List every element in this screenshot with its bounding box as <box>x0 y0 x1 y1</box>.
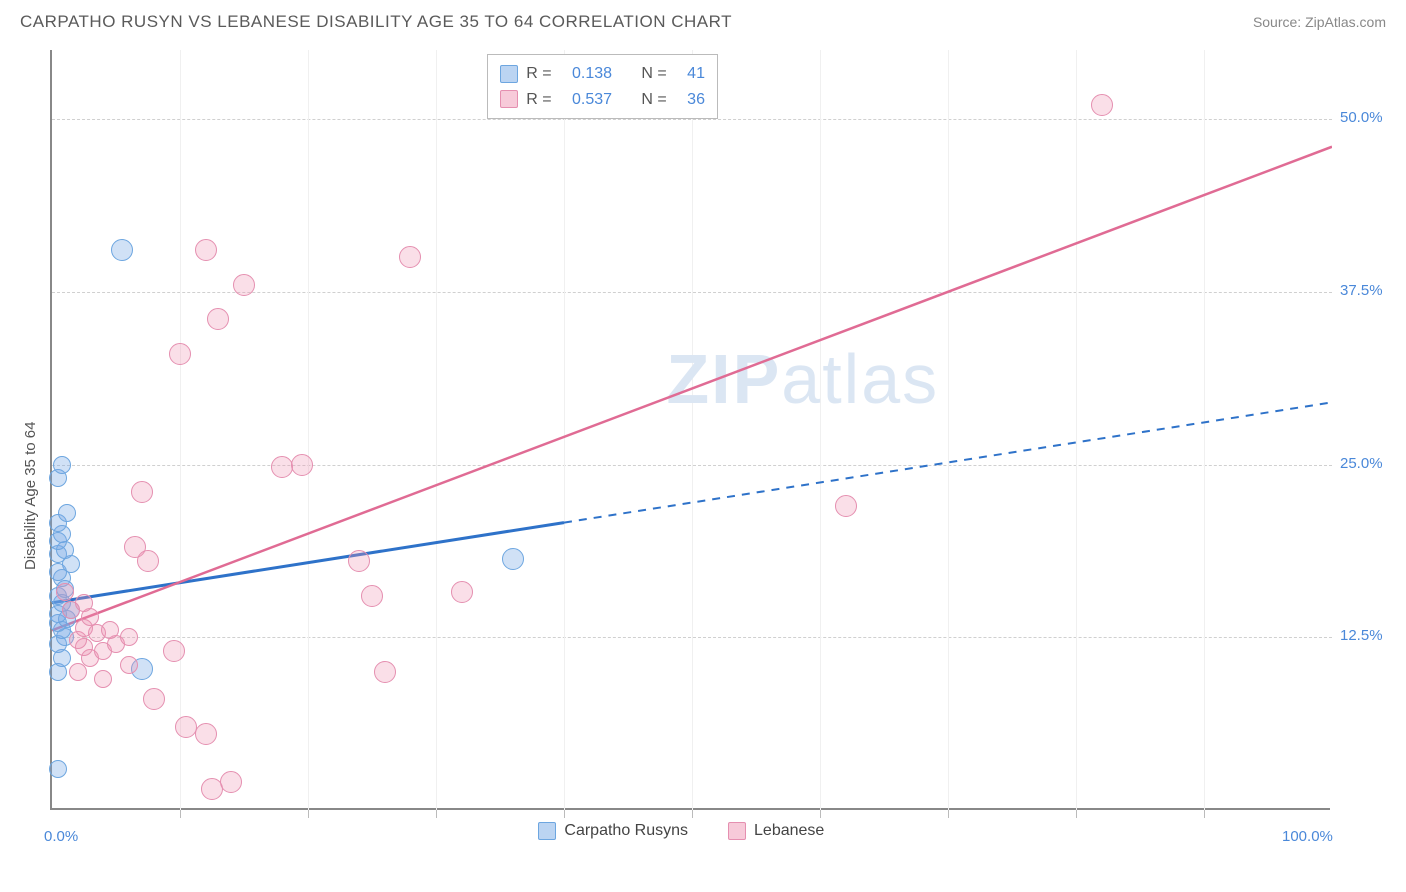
chart-area: Disability Age 35 to 64 12.5%25.0%37.5%5… <box>50 50 1386 850</box>
data-point-blue <box>58 504 76 522</box>
data-point-pink <box>195 239 217 261</box>
gridline-v <box>948 50 949 810</box>
data-point-pink <box>75 594 93 612</box>
legend-label: Carpatho Rusyns <box>564 822 688 840</box>
data-point-pink <box>120 628 138 646</box>
data-point-pink <box>348 550 370 572</box>
series-legend: Carpatho Rusyns Lebanese <box>538 822 824 840</box>
data-point-pink <box>451 581 473 603</box>
legend-item-blue: Carpatho Rusyns <box>538 822 688 840</box>
data-point-pink <box>835 495 857 517</box>
data-point-pink <box>137 550 159 572</box>
data-point-pink <box>69 663 87 681</box>
data-point-pink <box>101 621 119 639</box>
data-point-pink <box>94 670 112 688</box>
xtick-minor <box>564 810 565 818</box>
xtick-minor <box>948 810 949 818</box>
data-point-pink <box>1091 94 1113 116</box>
gridline-v <box>1204 50 1205 810</box>
gridline-v <box>1076 50 1077 810</box>
data-point-pink <box>207 308 229 330</box>
stats-row-pink: R = 0.537 N = 36 <box>500 87 705 113</box>
data-point-blue <box>49 760 67 778</box>
r-label: R = <box>526 61 551 87</box>
data-point-pink <box>56 583 74 601</box>
data-point-pink <box>374 661 396 683</box>
xtick-minor <box>820 810 821 818</box>
data-point-pink <box>361 585 383 607</box>
r-value: 0.138 <box>572 61 612 87</box>
xtick-minor <box>692 810 693 818</box>
watermark: ZIPatlas <box>666 339 939 419</box>
ytick-label: 25.0% <box>1340 455 1383 472</box>
legend-item-pink: Lebanese <box>728 822 824 840</box>
y-axis-label: Disability Age 35 to 64 <box>22 422 39 570</box>
swatch-pink <box>728 822 746 840</box>
n-value: 36 <box>687 87 705 113</box>
r-value: 0.537 <box>572 87 612 113</box>
gridline-v <box>820 50 821 810</box>
gridline-v <box>436 50 437 810</box>
xtick-label: 100.0% <box>1282 828 1333 845</box>
xtick-minor <box>1076 810 1077 818</box>
data-point-pink <box>233 274 255 296</box>
data-point-pink <box>169 343 191 365</box>
n-value: 41 <box>687 61 705 87</box>
data-point-pink <box>195 723 217 745</box>
ytick-label: 12.5% <box>1340 627 1383 644</box>
n-label: N = <box>641 61 666 87</box>
gridline-v <box>564 50 565 810</box>
plot-region: 12.5%25.0%37.5%50.0%0.0%100.0%ZIPatlasR … <box>50 50 1330 810</box>
data-point-blue <box>111 239 133 261</box>
xtick-minor <box>1204 810 1205 818</box>
swatch-blue <box>538 822 556 840</box>
gridline-v <box>308 50 309 810</box>
ytick-label: 50.0% <box>1340 109 1383 126</box>
xtick-minor <box>308 810 309 818</box>
header: CARPATHO RUSYN VS LEBANESE DISABILITY AG… <box>0 0 1406 40</box>
data-point-blue <box>502 548 524 570</box>
r-label: R = <box>526 87 551 113</box>
stats-legend: R = 0.138 N = 41R = 0.537 N = 36 <box>487 54 718 119</box>
gridline-v <box>180 50 181 810</box>
xtick-minor <box>436 810 437 818</box>
xtick-label: 0.0% <box>44 828 78 845</box>
data-point-pink <box>399 246 421 268</box>
source-label: Source: ZipAtlas.com <box>1253 14 1386 30</box>
data-point-pink <box>143 688 165 710</box>
swatch-pink <box>500 90 518 108</box>
legend-label: Lebanese <box>754 822 824 840</box>
n-label: N = <box>641 87 666 113</box>
ytick-label: 37.5% <box>1340 282 1383 299</box>
data-point-pink <box>131 481 153 503</box>
data-point-pink <box>220 771 242 793</box>
gridline-v <box>692 50 693 810</box>
xtick-minor <box>180 810 181 818</box>
data-point-pink <box>163 640 185 662</box>
data-point-pink <box>291 454 313 476</box>
data-point-pink <box>120 656 138 674</box>
chart-title: CARPATHO RUSYN VS LEBANESE DISABILITY AG… <box>20 12 732 32</box>
swatch-blue <box>500 65 518 83</box>
data-point-blue <box>53 456 71 474</box>
stats-row-blue: R = 0.138 N = 41 <box>500 61 705 87</box>
